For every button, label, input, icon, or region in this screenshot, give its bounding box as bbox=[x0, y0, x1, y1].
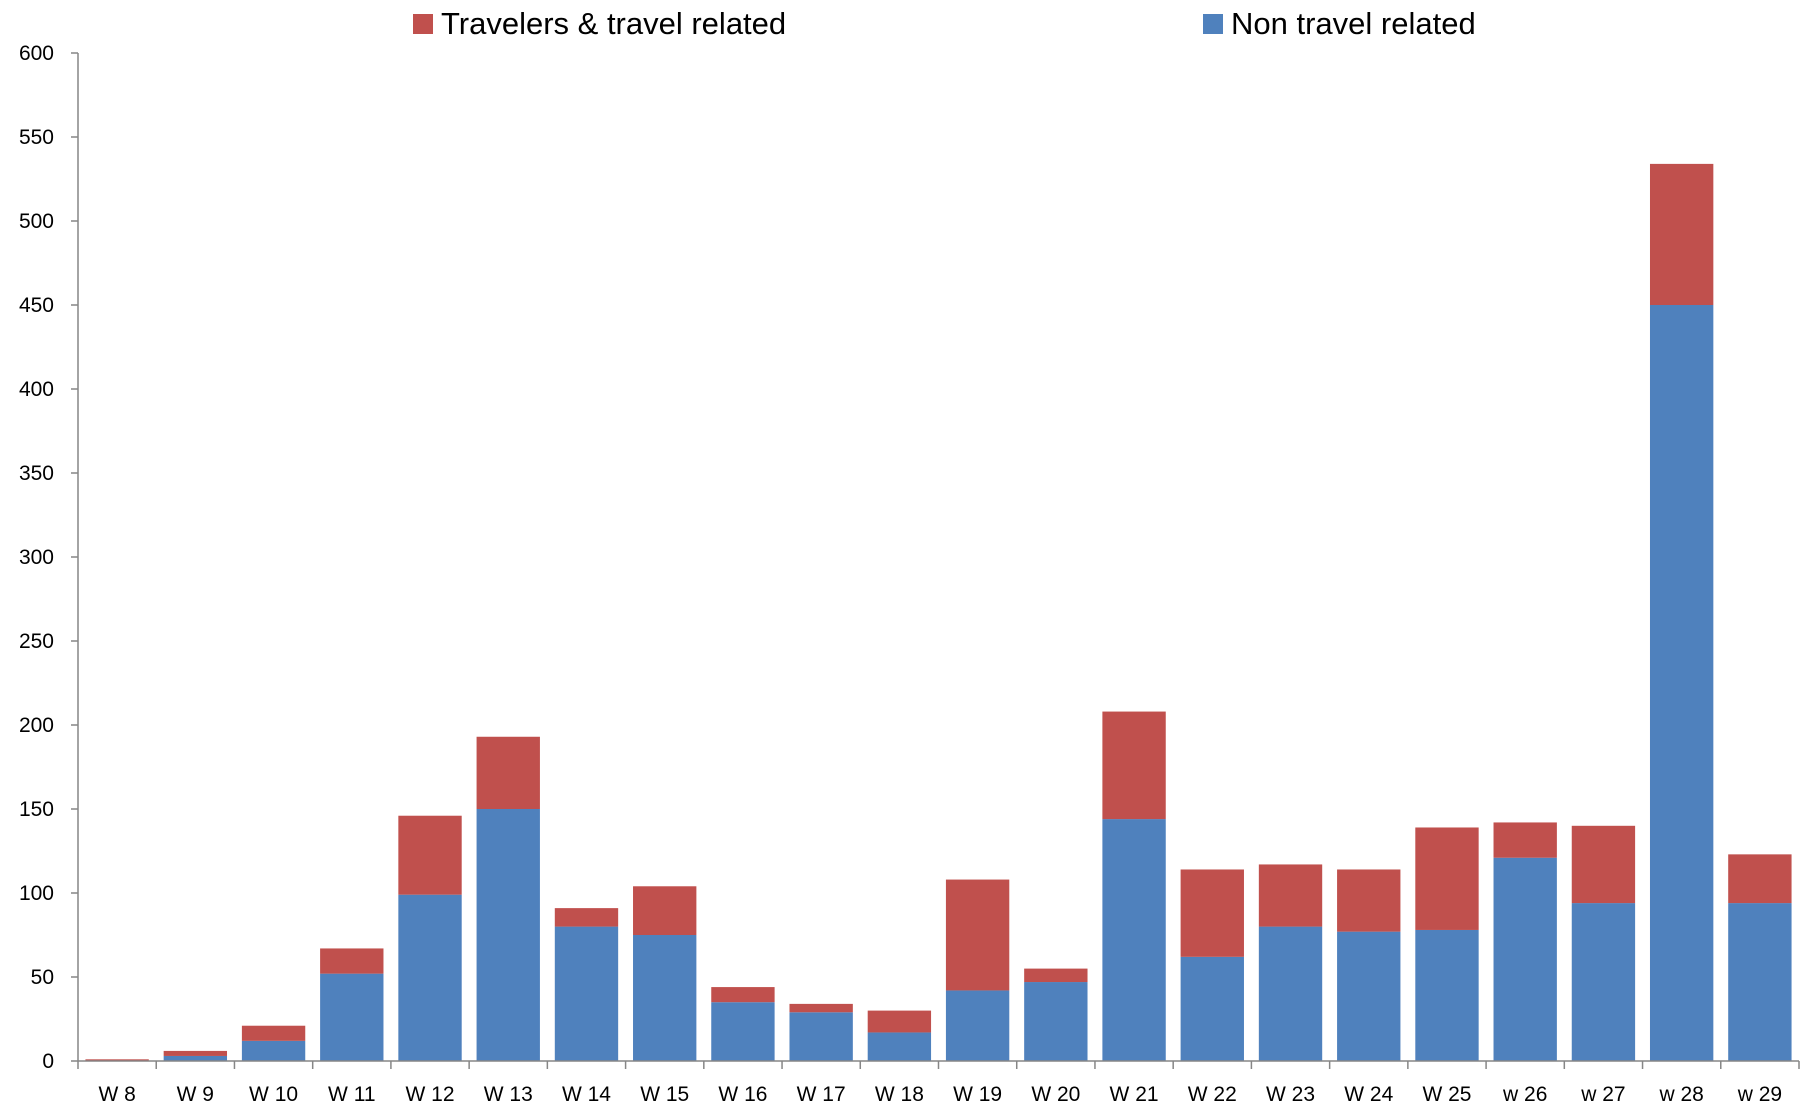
bar-travel-w-16 bbox=[711, 987, 775, 1003]
bar-non-travel-w-18 bbox=[867, 1032, 932, 1061]
legend-swatch-travel bbox=[413, 14, 433, 34]
x-tick-label: W 10 bbox=[249, 1083, 298, 1106]
bar-non-travel-w-25 bbox=[1415, 929, 1479, 1061]
bar-non-travel-w-28 bbox=[1649, 305, 1714, 1061]
bar-travel-w-26 bbox=[1493, 822, 1557, 858]
bar-travel-w-21 bbox=[1102, 711, 1166, 820]
x-tick-label: w 29 bbox=[1737, 1083, 1782, 1106]
bar-non-travel-w-23 bbox=[1258, 926, 1323, 1061]
x-tick-label: w 28 bbox=[1658, 1083, 1703, 1106]
y-tick-label: 250 bbox=[19, 630, 54, 653]
bar-non-travel-w-15 bbox=[633, 935, 697, 1061]
bar-travel-w-28 bbox=[1649, 163, 1714, 305]
x-tick-label: W 8 bbox=[98, 1083, 135, 1106]
x-tick-label: W 16 bbox=[718, 1083, 767, 1106]
bar-travel-w-9 bbox=[163, 1050, 228, 1056]
bar-non-travel-w-24 bbox=[1337, 931, 1401, 1061]
bar-non-travel-w-14 bbox=[554, 926, 619, 1061]
bar-non-travel-w-22 bbox=[1180, 956, 1244, 1061]
bar-non-travel-w-26 bbox=[1493, 857, 1557, 1061]
bar-non-travel-w-12 bbox=[398, 894, 462, 1061]
bar-non-travel-w-11 bbox=[320, 973, 384, 1061]
legend-item-non-travel: Non travel related bbox=[1203, 6, 1476, 42]
legend-label-non-travel: Non travel related bbox=[1231, 6, 1476, 41]
y-tick-label: 450 bbox=[19, 294, 54, 317]
bars-group bbox=[85, 163, 1792, 1061]
legend-swatch-non-travel bbox=[1203, 14, 1223, 34]
bar-travel-w-20 bbox=[1024, 968, 1088, 983]
bar-travel-w-24 bbox=[1337, 869, 1401, 932]
x-tick-label: W 14 bbox=[562, 1083, 611, 1106]
legend-item-travel: Travelers & travel related bbox=[413, 6, 786, 42]
x-axis: W 8 W 9 W 10 W 11 W 12 W 13 W 14 W 15 W 16 W 17 W … bbox=[77, 1060, 1800, 1106]
bar-travel-w-19 bbox=[945, 879, 1010, 991]
bar-non-travel-w-9 bbox=[163, 1055, 228, 1061]
x-tick-label: W 23 bbox=[1266, 1083, 1315, 1106]
bar-travel-w-17 bbox=[789, 1003, 853, 1013]
x-tick-label: w 27 bbox=[1580, 1083, 1625, 1106]
y-tick-label: 150 bbox=[19, 798, 54, 821]
x-tick-label: W 15 bbox=[640, 1083, 689, 1106]
y-tick-label: 300 bbox=[19, 546, 54, 569]
y-tick-label: 50 bbox=[31, 966, 54, 989]
x-tick-label: W 20 bbox=[1031, 1083, 1080, 1106]
bar-non-travel-w-13 bbox=[476, 809, 540, 1061]
bar-non-travel-w-21 bbox=[1102, 819, 1166, 1061]
bar-travel-w-27 bbox=[1571, 825, 1636, 904]
bar-travel-w-22 bbox=[1180, 869, 1244, 957]
bar-non-travel-w-19 bbox=[945, 990, 1010, 1061]
x-tick-label: W 13 bbox=[484, 1083, 533, 1106]
bar-non-travel-w-17 bbox=[789, 1012, 853, 1061]
bar-non-travel-w-10 bbox=[241, 1040, 306, 1061]
bar-travel-w-25 bbox=[1415, 827, 1479, 930]
x-tick-label: W 21 bbox=[1110, 1083, 1159, 1106]
x-tick-label: W 25 bbox=[1422, 1083, 1471, 1106]
x-tick-label: W 11 bbox=[328, 1083, 375, 1106]
legend-label-travel: Travelers & travel related bbox=[441, 6, 787, 41]
x-tick-label: W 9 bbox=[177, 1083, 214, 1106]
bar-travel-w-12 bbox=[398, 815, 462, 895]
bar-travel-w-10 bbox=[241, 1025, 306, 1041]
x-tick-label: w 26 bbox=[1502, 1083, 1547, 1106]
bar-travel-w-29 bbox=[1728, 854, 1792, 904]
bar-non-travel-w-29 bbox=[1728, 903, 1792, 1061]
x-tick-label: W 17 bbox=[797, 1083, 846, 1106]
y-tick-label: 100 bbox=[19, 882, 54, 905]
y-tick-label: 0 bbox=[42, 1050, 54, 1073]
y-axis: 0 50 100 150 200 250 300 350 400 450 500 550 600 bbox=[19, 42, 79, 1073]
x-tick-label: W 24 bbox=[1344, 1083, 1393, 1106]
y-tick-label: 500 bbox=[19, 210, 54, 233]
bar-travel-w-11 bbox=[320, 948, 384, 974]
bar-travel-w-14 bbox=[554, 908, 619, 927]
bar-travel-w-8 bbox=[85, 1059, 149, 1061]
bar-non-travel-w-27 bbox=[1571, 903, 1636, 1061]
x-tick-label: W 22 bbox=[1188, 1083, 1237, 1106]
y-tick-label: 350 bbox=[19, 462, 54, 485]
x-tick-label: W 12 bbox=[406, 1083, 455, 1106]
bar-non-travel-w-20 bbox=[1024, 982, 1088, 1061]
x-tick-label: W 19 bbox=[953, 1083, 1002, 1106]
y-tick-label: 550 bbox=[19, 126, 54, 149]
y-tick-label: 400 bbox=[19, 378, 54, 401]
bar-travel-w-15 bbox=[633, 886, 697, 935]
y-tick-label: 600 bbox=[19, 42, 54, 65]
x-tick-label: W 18 bbox=[875, 1083, 924, 1106]
bar-travel-w-18 bbox=[867, 1010, 932, 1033]
bar-travel-w-13 bbox=[476, 736, 540, 809]
y-tick-label: 200 bbox=[19, 714, 54, 737]
bar-non-travel-w-16 bbox=[711, 1002, 775, 1061]
bar-travel-w-23 bbox=[1258, 864, 1323, 927]
